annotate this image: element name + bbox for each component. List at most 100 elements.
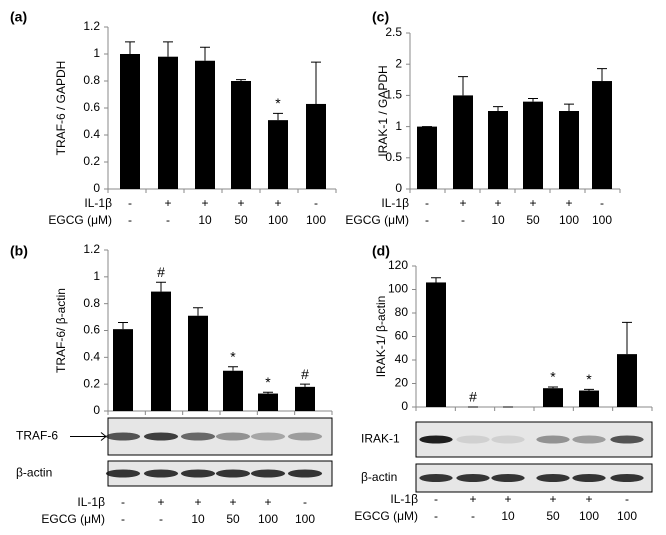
condition-label: IL-1β: [84, 196, 112, 210]
error-bar: [584, 388, 594, 391]
y-tick-label: 2: [395, 56, 402, 70]
bar: [426, 282, 446, 407]
y-tick-label: 100: [388, 282, 408, 296]
condition-value: -: [121, 495, 125, 509]
y-tick-label: 1: [93, 269, 100, 283]
y-tick-label: 0: [395, 181, 402, 195]
error-bar: [458, 76, 468, 96]
blot-band: [215, 432, 251, 441]
y-tick-label: 80: [395, 305, 409, 319]
y-tick-label: 0: [93, 403, 100, 417]
blot-band: [536, 474, 570, 482]
condition-value: +: [469, 492, 476, 506]
condition-value: 10: [491, 213, 505, 227]
error-bar: [156, 281, 166, 292]
error-bar: [200, 46, 210, 61]
condition-value: -: [425, 196, 429, 210]
bar: [231, 81, 251, 189]
y-tick-label: 20: [395, 376, 409, 390]
condition-value: -: [314, 196, 318, 210]
bar: [151, 291, 171, 411]
significance-marker: #: [157, 264, 165, 280]
condition-value: -: [121, 512, 125, 526]
blot-band: [250, 469, 286, 478]
y-tick-label: 0: [93, 181, 100, 195]
condition-value: 10: [198, 213, 212, 227]
blot-band: [610, 435, 644, 444]
condition-value: +: [274, 196, 281, 210]
condition-value: +: [229, 495, 236, 509]
condition-value: +: [459, 196, 466, 210]
condition-value: 10: [501, 509, 515, 523]
condition-value: +: [529, 196, 536, 210]
panel-label: (c): [372, 9, 389, 25]
bar: [453, 95, 473, 189]
y-tick-label: 2.5: [385, 25, 402, 39]
error-bar: [493, 106, 503, 111]
condition-value: +: [504, 492, 511, 506]
condition-value: 100: [559, 213, 579, 227]
condition-value: +: [157, 495, 164, 509]
condition-value: +: [585, 492, 592, 506]
y-axis-title: IRAK-1/ β-actin: [374, 296, 388, 378]
blot-band: [105, 469, 141, 478]
condition-label: IL-1β: [381, 196, 409, 210]
y-tick-label: 0.5: [385, 150, 402, 164]
error-bar: [118, 321, 128, 330]
condition-value: +: [565, 196, 572, 210]
panel-label: (a): [10, 9, 27, 25]
blot-band: [572, 474, 606, 482]
error-bar: [300, 383, 310, 387]
y-tick-label: 1: [93, 46, 100, 60]
significance-marker: *: [586, 371, 592, 387]
condition-value: 100: [258, 512, 278, 526]
blot-band: [419, 474, 453, 482]
bar: [268, 120, 288, 189]
blot-label: IRAK-1: [361, 432, 400, 446]
condition-value: -: [461, 213, 465, 227]
panel-label: (d): [372, 243, 390, 259]
bar: [417, 126, 437, 189]
condition-value: -: [425, 213, 429, 227]
bar: [488, 111, 508, 189]
condition-value: 100: [579, 509, 599, 523]
significance-marker: *: [550, 369, 556, 385]
condition-value: 100: [268, 213, 288, 227]
error-bar: [163, 41, 173, 57]
condition-value: 50: [526, 213, 540, 227]
condition-value: +: [494, 196, 501, 210]
significance-marker: #: [469, 389, 477, 405]
error-bar: [273, 112, 283, 121]
condition-value: -: [128, 213, 132, 227]
blot-band: [215, 469, 251, 478]
error-bar: [263, 391, 273, 394]
condition-value: 100: [592, 213, 612, 227]
condition-value: 100: [306, 213, 326, 227]
blot-band: [536, 435, 570, 444]
error-bar: [548, 386, 558, 389]
bar: [223, 370, 243, 411]
condition-value: +: [194, 495, 201, 509]
significance-marker: *: [265, 374, 271, 390]
y-tick-label: 1.5: [385, 88, 402, 102]
condition-value: 50: [546, 509, 560, 523]
y-axis-title: IRAK-1 / GAPDH: [376, 65, 390, 156]
condition-label: EGCG (μM): [345, 213, 409, 227]
bar: [559, 111, 579, 189]
condition-value: -: [303, 495, 307, 509]
y-tick-label: 120: [388, 258, 408, 272]
error-bar: [431, 277, 441, 283]
bar: [579, 390, 599, 407]
significance-marker: *: [230, 348, 236, 364]
blot-band: [610, 474, 644, 482]
y-tick-label: 40: [395, 352, 409, 366]
condition-label: EGCG (μM): [41, 512, 105, 526]
significance-marker: #: [301, 366, 309, 382]
blot-band: [572, 435, 606, 444]
condition-value: -: [434, 509, 438, 523]
condition-value: +: [201, 196, 208, 210]
condition-value: -: [434, 492, 438, 506]
condition-value: +: [264, 495, 271, 509]
condition-value: -: [166, 213, 170, 227]
y-axis-title: TRAF-6/ β-actin: [54, 288, 68, 373]
